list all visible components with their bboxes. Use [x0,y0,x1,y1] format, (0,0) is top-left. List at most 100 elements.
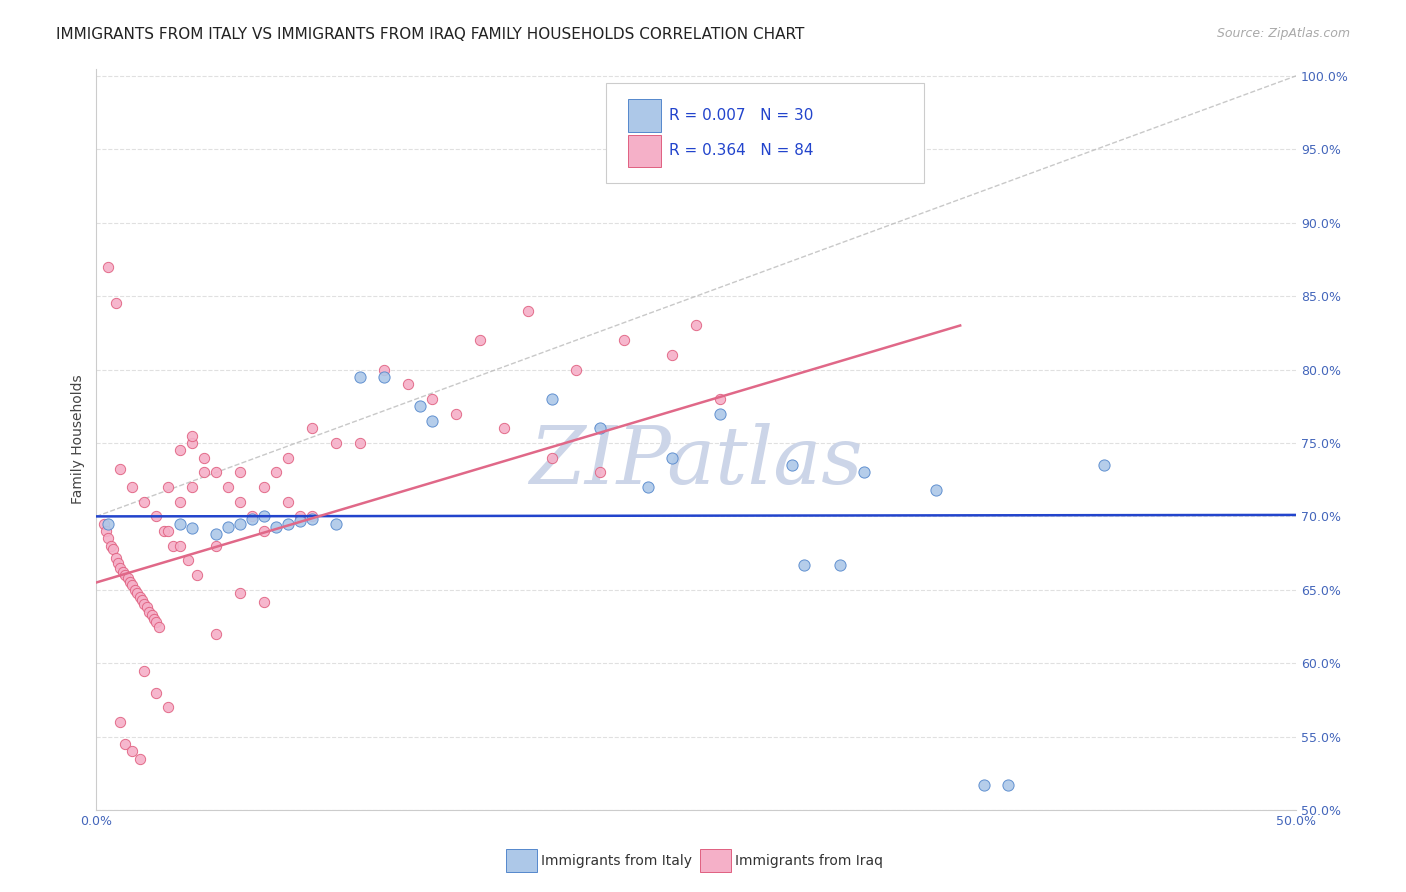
Point [134,664,156,678]
Point [637,480,659,494]
Point [541,392,564,406]
Y-axis label: Family Households: Family Households [72,375,86,504]
Point [169,539,191,553]
Point [148,619,170,633]
Point [162,539,184,553]
Point [114,568,136,582]
Point [181,428,204,442]
Point [229,494,252,508]
Point [186,568,208,582]
Point [1092,458,1115,472]
Point [205,527,228,541]
Point [613,333,636,347]
Point [94,524,117,538]
Point [176,553,198,567]
Point [589,466,612,480]
Point [110,714,132,729]
Point [685,318,707,333]
FancyBboxPatch shape [606,83,924,184]
Point [240,509,263,524]
Point [373,370,395,384]
Point [589,421,612,435]
Point [396,377,419,392]
Point [145,685,167,699]
Text: Immigrants from Italy: Immigrants from Italy [541,854,692,868]
Point [349,436,371,450]
Point [780,458,803,472]
Point [217,480,239,494]
Point [277,516,299,531]
Point [301,512,323,526]
Point [169,516,191,531]
Point [997,778,1019,792]
Point [793,558,815,572]
Point [253,480,276,494]
Point [101,541,124,556]
Point [229,466,252,480]
Point [709,407,731,421]
Point [925,483,948,497]
Point [266,519,288,533]
Point [420,414,443,428]
Point [420,392,443,406]
Point [709,392,731,406]
Point [157,524,180,538]
Point [565,362,588,376]
Point [118,575,141,590]
Point [169,494,191,508]
Point [142,612,165,626]
Point [301,509,323,524]
Point [193,466,215,480]
Point [661,450,683,465]
Point [128,752,150,766]
Point [517,303,540,318]
Point [114,737,136,751]
Point [111,565,134,579]
Point [100,539,122,553]
Point [104,296,127,310]
Text: Immigrants from Iraq: Immigrants from Iraq [735,854,883,868]
Point [253,524,276,538]
Point [135,600,157,615]
Point [128,590,150,604]
Point [253,509,276,524]
Point [152,524,174,538]
Point [121,744,143,758]
Point [181,521,204,535]
Point [97,260,120,274]
Point [145,509,167,524]
Point [104,550,127,565]
Point [266,466,288,480]
Point [373,362,395,376]
Point [217,519,239,533]
FancyBboxPatch shape [628,99,661,131]
Point [121,578,143,592]
Point [290,514,312,528]
Point [169,443,191,458]
Point [973,778,995,792]
Point [349,370,371,384]
Point [205,466,228,480]
Point [145,615,167,629]
Point [141,607,163,622]
Point [409,399,432,413]
Point [277,450,299,465]
Point [121,480,143,494]
Text: Source: ZipAtlas.com: Source: ZipAtlas.com [1216,27,1350,40]
Point [134,494,156,508]
Point [97,516,120,531]
Point [290,509,312,524]
Point [181,480,204,494]
Point [93,516,115,531]
Point [110,561,132,575]
Point [229,516,252,531]
Point [157,480,180,494]
Point [181,436,204,450]
Point [110,462,132,476]
Point [229,586,252,600]
Point [205,539,228,553]
Point [124,582,146,597]
Point [97,532,120,546]
Point [325,436,347,450]
Point [138,605,160,619]
